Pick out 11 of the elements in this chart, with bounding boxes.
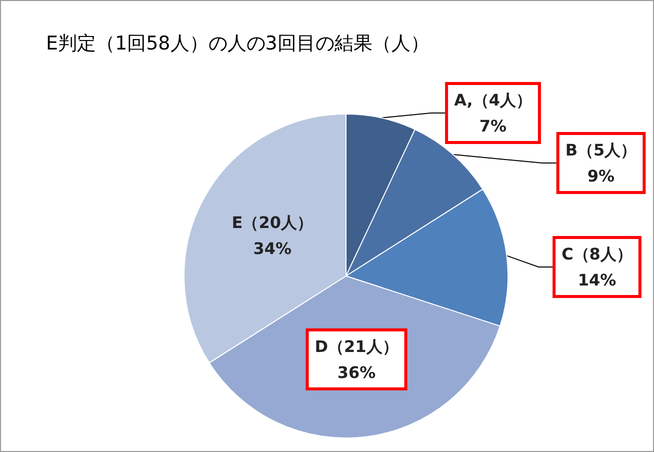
data-label: 36% [337, 362, 376, 382]
data-label: 7% [479, 116, 507, 136]
data-label: 34% [253, 239, 292, 258]
chart-title: E判定（1回58人）の人の3回目の結果（人） [46, 32, 430, 54]
data-label: 14% [578, 270, 616, 290]
slice-label: C（8人） [562, 244, 632, 264]
slice-label: E（20人） [232, 213, 313, 232]
slice-label: D（21人） [314, 336, 398, 356]
data-label: 9% [587, 166, 615, 186]
slice-label: B（5人） [565, 140, 637, 160]
slice-label: A,（4人） [454, 90, 532, 110]
